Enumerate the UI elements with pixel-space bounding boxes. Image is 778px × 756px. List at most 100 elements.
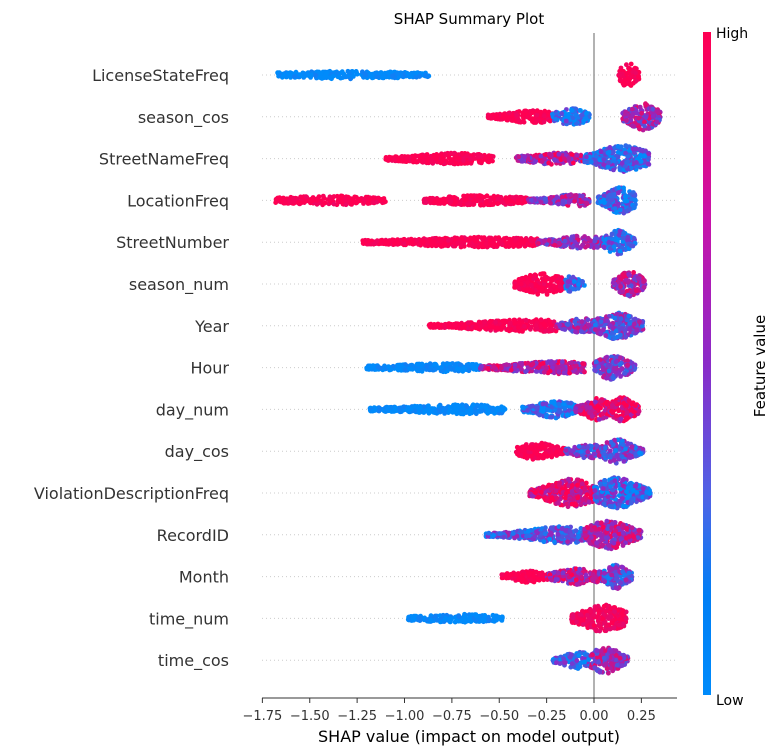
shap-point xyxy=(459,325,465,331)
shap-point xyxy=(641,284,647,290)
shap-point xyxy=(508,367,514,373)
shap-point xyxy=(465,320,471,326)
shap-point xyxy=(528,197,534,203)
shap-point xyxy=(482,157,488,162)
shap-point xyxy=(507,243,512,249)
shap-point xyxy=(562,243,568,249)
shap-point xyxy=(538,153,544,159)
shap-point xyxy=(395,71,400,77)
shap-point xyxy=(595,245,600,250)
shap-point xyxy=(362,72,368,77)
shap-point xyxy=(624,62,629,68)
shap-point xyxy=(495,197,501,202)
shap-point xyxy=(516,154,522,160)
shap-point xyxy=(420,154,426,160)
shap-point xyxy=(324,70,330,76)
shap-point xyxy=(562,327,568,332)
shap-point xyxy=(548,361,554,366)
shap-point xyxy=(592,327,598,332)
shap-point xyxy=(560,198,566,204)
shap-point xyxy=(297,72,302,77)
shap-point xyxy=(396,363,402,368)
shap-point xyxy=(609,197,614,203)
shap-point xyxy=(580,361,586,366)
shap-point xyxy=(434,154,440,159)
shap-point xyxy=(614,334,620,340)
shap-point xyxy=(479,244,485,250)
shap-point xyxy=(310,198,315,204)
shap-point xyxy=(636,276,642,281)
shap-point xyxy=(578,329,584,334)
shap-point xyxy=(539,159,545,165)
shap-point xyxy=(530,243,535,249)
shap-point xyxy=(642,119,647,125)
shap-point xyxy=(424,152,430,157)
shap-point xyxy=(559,276,564,282)
shap-point xyxy=(293,69,299,75)
shap-point xyxy=(643,101,648,107)
shap-point xyxy=(543,288,549,294)
shap-point xyxy=(386,70,392,76)
shap-point xyxy=(549,278,555,283)
shap-point xyxy=(645,161,651,167)
shap-point xyxy=(368,365,374,371)
shap-point xyxy=(512,320,518,326)
shap-point xyxy=(566,155,572,161)
shap-point xyxy=(576,282,581,287)
shap-point xyxy=(489,202,495,207)
shap-point xyxy=(542,238,547,244)
shap-point xyxy=(646,151,652,157)
shap-point xyxy=(618,284,623,290)
shap-point xyxy=(441,322,447,328)
shap-point xyxy=(490,154,496,159)
shap-point xyxy=(556,201,561,207)
shap-point xyxy=(440,158,445,163)
shap-point xyxy=(634,327,640,333)
shap-point xyxy=(627,273,632,278)
shap-point xyxy=(519,158,525,164)
shap-point xyxy=(547,368,553,374)
shap-point xyxy=(637,104,643,110)
shap-point xyxy=(600,367,606,372)
shap-point xyxy=(448,157,454,162)
shap-point xyxy=(629,289,634,295)
shap-point xyxy=(461,366,466,372)
shap-point xyxy=(514,112,519,118)
shap-point xyxy=(505,114,511,119)
shap-point xyxy=(612,315,618,321)
shap-point xyxy=(548,200,553,206)
shap-point xyxy=(516,117,522,123)
shap-point xyxy=(491,364,497,370)
shap-point xyxy=(391,241,397,247)
shap-point xyxy=(469,363,475,369)
shap-point xyxy=(488,318,493,324)
shap-point xyxy=(567,198,572,204)
shap-point xyxy=(633,288,639,294)
shap-point xyxy=(365,201,371,206)
shap-point xyxy=(453,199,459,205)
shap-point xyxy=(569,360,575,365)
shap-point xyxy=(320,75,325,81)
shap-point xyxy=(518,281,524,287)
shap-point xyxy=(452,322,458,328)
shap-point xyxy=(639,110,644,116)
shap-point xyxy=(593,368,598,374)
shap-point xyxy=(472,238,478,244)
shap-point xyxy=(522,199,527,205)
shap-point xyxy=(343,74,349,80)
shap-point xyxy=(528,326,533,332)
shap-point xyxy=(585,235,591,241)
shap-point xyxy=(632,193,638,198)
shap-point xyxy=(584,110,589,116)
shap-point xyxy=(519,366,524,372)
shap-point xyxy=(606,368,612,374)
shap-point xyxy=(527,287,533,293)
shap-point xyxy=(487,323,493,329)
shap-point xyxy=(563,118,569,124)
shap-point xyxy=(396,158,401,164)
shap-point xyxy=(646,126,652,131)
shap-point xyxy=(592,322,598,328)
shap-point xyxy=(410,158,416,163)
shap-point xyxy=(471,201,477,207)
shap-point xyxy=(421,159,426,165)
